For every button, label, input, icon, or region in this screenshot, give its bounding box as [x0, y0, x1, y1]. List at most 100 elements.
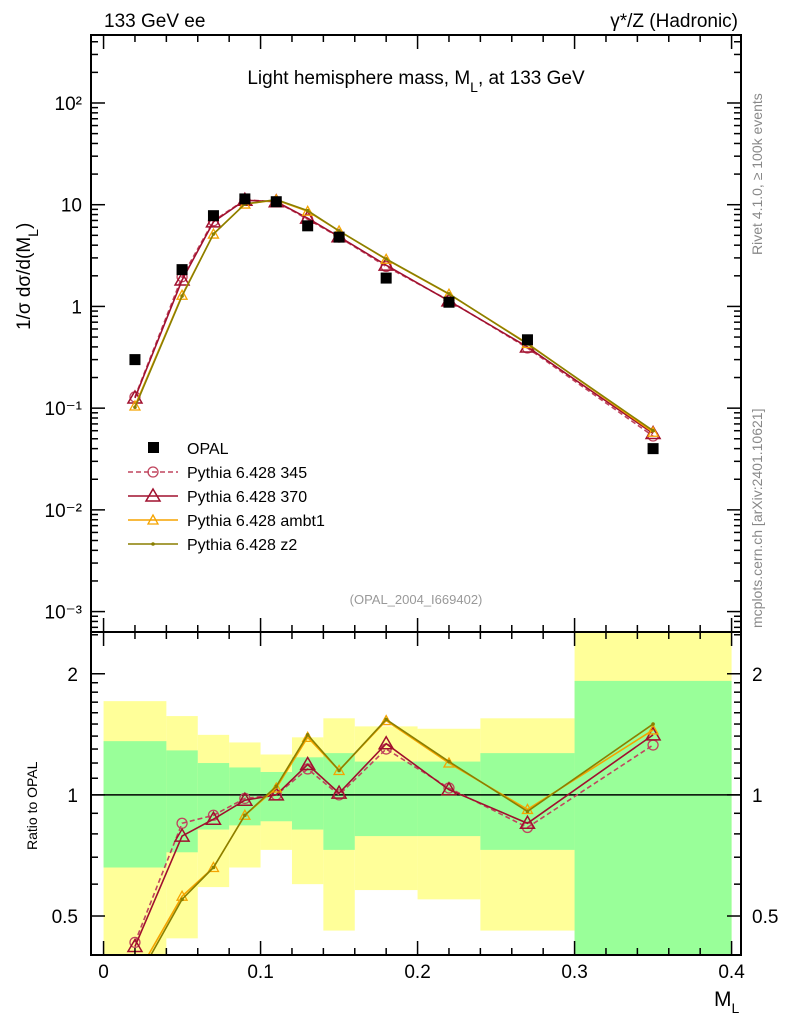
opal-data-point — [443, 296, 455, 308]
axes: 0 0.1 0.2 0.3 0.4 10⁻³ 10⁻² 10⁻¹ 1 10 10² 0.5 0.5 1 1 2… — [45, 34, 778, 983]
legend-label: Pythia 6.428 z2 — [187, 537, 297, 554]
opal-data-point — [333, 231, 345, 243]
series-370-ratio-point — [440, 781, 458, 796]
y-tick-label: 1 — [71, 297, 82, 318]
series-z2-ratio-point — [447, 759, 451, 764]
series-z2-ratio-point — [133, 982, 137, 986]
series-z2-point — [651, 428, 655, 433]
series-z2-ratio-point — [651, 722, 655, 726]
series-z2-ratio-point — [180, 897, 184, 902]
series-370-ratio-point — [299, 756, 316, 771]
x-tick-label: 0.4 — [718, 962, 745, 983]
series-ambt1-point — [128, 399, 142, 411]
legend-marker — [144, 487, 162, 502]
series-z2-ratio-point — [211, 865, 216, 870]
series-z2-ratio-point — [384, 717, 388, 722]
series-370-line — [134, 199, 654, 435]
ratio-y-tick-label-right: 1 — [752, 786, 763, 807]
series-ambt1-point — [175, 288, 189, 300]
watermark: (OPAL_2004_I669402) — [350, 592, 483, 607]
stat-uncertainty-band — [480, 753, 575, 850]
series-ambt1-point — [207, 227, 220, 239]
series-ambt1-ratio-point — [270, 781, 283, 793]
stat-uncertainty-band — [354, 761, 418, 837]
legend-opal-label: OPAL — [187, 441, 229, 458]
series-370-ratio-point — [173, 827, 191, 842]
opal-data-point — [239, 193, 251, 205]
opal-data-point — [176, 264, 188, 276]
series-z2-ratio-point — [274, 784, 279, 789]
ratio-y-tick-label-left: 1 — [67, 786, 78, 807]
legend-marker — [147, 466, 159, 478]
plot-title: Light hemisphere mass, ML, at 133 GeV — [247, 68, 585, 95]
ratio-y-tick-label-left: 0.5 — [52, 907, 78, 928]
ratio-y-tick-label-right: 0.5 — [752, 907, 778, 928]
series-z2-point — [384, 257, 388, 261]
y-tick-label: 10⁻³ — [45, 603, 83, 624]
series-z2-ratio-point — [337, 768, 341, 773]
opal-data-point — [302, 220, 314, 232]
series-ambt1-ratio-point — [380, 714, 393, 726]
opal-data-point — [380, 272, 392, 284]
y-tick-label: 10² — [55, 94, 82, 115]
x-axis-label: ML — [714, 988, 740, 1016]
series-ambt1-ratio-point — [332, 764, 346, 776]
series-370-ratio-point — [519, 814, 536, 830]
series-ambt1-point — [301, 204, 314, 216]
stat-uncertainty-band — [323, 753, 355, 850]
series-370-ratio-point — [330, 784, 348, 799]
main-series — [126, 191, 662, 455]
series-z2-point — [133, 405, 137, 410]
legend-marker — [151, 542, 155, 546]
series-z2-ratio-point — [525, 809, 530, 814]
opal-data-point — [129, 354, 141, 366]
series-370-point — [377, 256, 395, 271]
x-tick-label: 0.3 — [561, 962, 587, 983]
series-ambt1-ratio-point — [207, 861, 220, 873]
series-370-point — [173, 271, 191, 286]
y-tick-label: 10 — [61, 196, 82, 217]
series-ambt1-ratio-point — [238, 808, 251, 820]
legend-label: Pythia 6.428 345 — [187, 465, 307, 482]
series-ambt1-ratio-point — [646, 723, 660, 735]
y-tick-label: 10⁻¹ — [45, 399, 83, 420]
opal-data-point — [207, 210, 219, 222]
series-345-ratio-point — [129, 936, 141, 949]
header-left: 133 GeV ee — [104, 11, 205, 32]
series-z2-point — [447, 291, 451, 296]
series-370-ratio-point — [205, 810, 222, 825]
ratio-axis-label: Ratio to OPAL — [24, 761, 40, 850]
series-ambt1-ratio-point — [130, 973, 140, 982]
opal-data-point — [270, 196, 282, 208]
header-right: γ*/Z (Hadronic) — [610, 11, 738, 32]
series-370-ratio-line — [134, 734, 654, 947]
series-z2-point — [211, 232, 216, 236]
side-label-rivet: Rivet 4.1.0, ≥ 100k events — [749, 93, 765, 255]
legend-label: Pythia 6.428 370 — [187, 489, 307, 506]
series-z2-ratio-point — [305, 733, 310, 737]
series-370-ratio-point — [267, 786, 285, 801]
series-ambt1-point — [380, 252, 393, 264]
stat-uncertainty-band — [103, 741, 167, 868]
x-tick-label: 0.1 — [247, 962, 273, 983]
side-label-mcplots: mcplots.cern.ch [arXiv:2401.10621] — [749, 409, 765, 628]
x-tick-label: 0.2 — [404, 962, 430, 983]
x-tick-label: 0 — [98, 962, 109, 983]
legend: OPAL Pythia 6.428 345 Pythia 6.428 370 Pyth… — [128, 441, 325, 554]
ratio-uncertainty-bands — [103, 632, 732, 955]
series-345-ratio-point — [207, 809, 220, 821]
series-ambt1-point — [646, 425, 660, 437]
opal-data-point — [647, 443, 659, 455]
ratio-y-tick-label-left: 2 — [67, 665, 78, 686]
legend-label: Pythia 6.428 ambt1 — [187, 513, 325, 530]
series-z2-ratio-point — [243, 813, 247, 818]
series-z2-point — [180, 294, 184, 298]
opal-data-point — [521, 334, 533, 346]
legend-marker — [146, 513, 160, 525]
legend-opal-marker — [148, 442, 159, 453]
series-z2-point — [305, 208, 310, 213]
ratio-series — [91, 714, 741, 986]
y-tick-label: 10⁻² — [45, 501, 83, 522]
ratio-y-tick-label-right: 2 — [752, 665, 763, 686]
